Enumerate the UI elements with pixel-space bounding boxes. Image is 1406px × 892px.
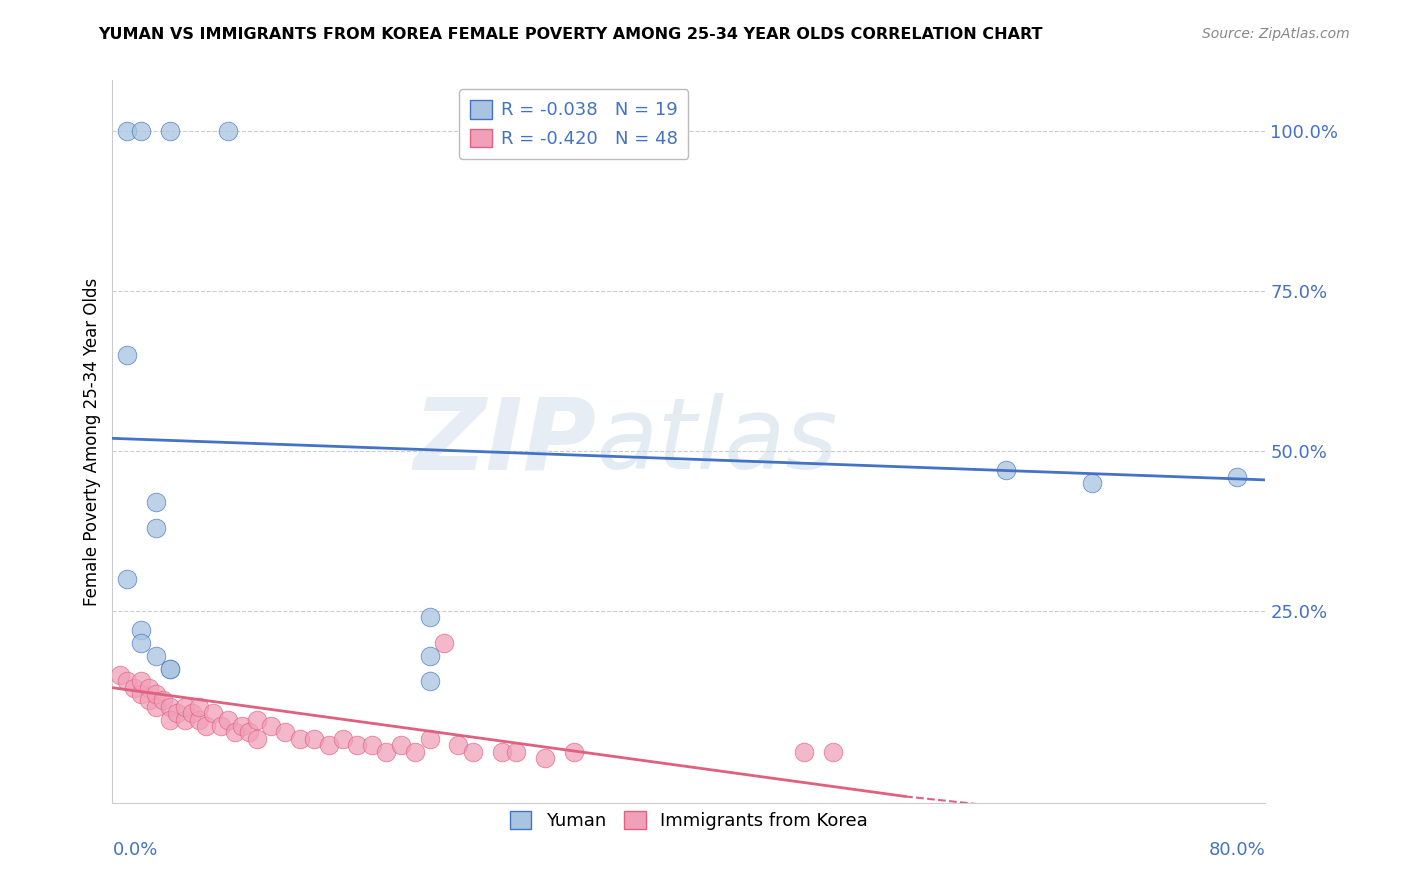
Y-axis label: Female Poverty Among 25-34 Year Olds: Female Poverty Among 25-34 Year Olds	[83, 277, 101, 606]
Point	[122, 681, 145, 695]
Point	[159, 699, 181, 714]
Point	[419, 731, 441, 746]
Point	[159, 661, 181, 675]
Point	[129, 623, 153, 637]
Point	[793, 745, 815, 759]
Point	[159, 124, 181, 138]
Point	[129, 124, 153, 138]
Point	[274, 725, 297, 739]
Point	[1081, 476, 1104, 491]
Point	[419, 610, 441, 624]
Point	[231, 719, 253, 733]
Point	[129, 636, 153, 650]
Point	[562, 745, 585, 759]
Point	[491, 745, 513, 759]
Point	[145, 687, 167, 701]
Point	[173, 699, 195, 714]
Point	[304, 731, 326, 746]
Point	[115, 348, 138, 362]
Point	[195, 719, 218, 733]
Point	[447, 738, 470, 752]
Point	[238, 725, 260, 739]
Point	[217, 713, 239, 727]
Point	[1226, 469, 1249, 483]
Point	[180, 706, 202, 721]
Point	[145, 648, 167, 663]
Point	[346, 738, 368, 752]
Text: ZIP: ZIP	[413, 393, 596, 490]
Point	[404, 745, 426, 759]
Point	[224, 725, 246, 739]
Point	[159, 661, 181, 675]
Point	[246, 731, 269, 746]
Legend: Yuman, Immigrants from Korea: Yuman, Immigrants from Korea	[502, 804, 876, 837]
Point	[145, 521, 167, 535]
Text: YUMAN VS IMMIGRANTS FROM KOREA FEMALE POVERTY AMONG 25-34 YEAR OLDS CORRELATION : YUMAN VS IMMIGRANTS FROM KOREA FEMALE PO…	[98, 27, 1043, 42]
Point	[995, 463, 1018, 477]
Point	[129, 687, 153, 701]
Point	[152, 693, 174, 707]
Point	[202, 706, 225, 721]
Point	[534, 751, 557, 765]
Point	[145, 699, 167, 714]
Text: Source: ZipAtlas.com: Source: ZipAtlas.com	[1202, 27, 1350, 41]
Point	[288, 731, 311, 746]
Point	[360, 738, 382, 752]
Point	[505, 745, 527, 759]
Point	[433, 636, 456, 650]
Point	[108, 668, 131, 682]
Point	[821, 745, 844, 759]
Point	[166, 706, 188, 721]
Point	[217, 124, 239, 138]
Point	[138, 681, 160, 695]
Text: atlas: atlas	[596, 393, 838, 490]
Point	[129, 674, 153, 689]
Point	[419, 674, 441, 689]
Point	[209, 719, 232, 733]
Point	[260, 719, 283, 733]
Point	[246, 713, 269, 727]
Point	[115, 674, 138, 689]
Point	[145, 495, 167, 509]
Point	[115, 572, 138, 586]
Point	[461, 745, 484, 759]
Point	[159, 713, 181, 727]
Text: 80.0%: 80.0%	[1209, 841, 1265, 859]
Point	[332, 731, 354, 746]
Point	[138, 693, 160, 707]
Point	[188, 713, 211, 727]
Point	[318, 738, 340, 752]
Point	[115, 124, 138, 138]
Point	[173, 713, 195, 727]
Point	[375, 745, 398, 759]
Point	[419, 648, 441, 663]
Text: 0.0%: 0.0%	[112, 841, 157, 859]
Point	[389, 738, 412, 752]
Point	[188, 699, 211, 714]
